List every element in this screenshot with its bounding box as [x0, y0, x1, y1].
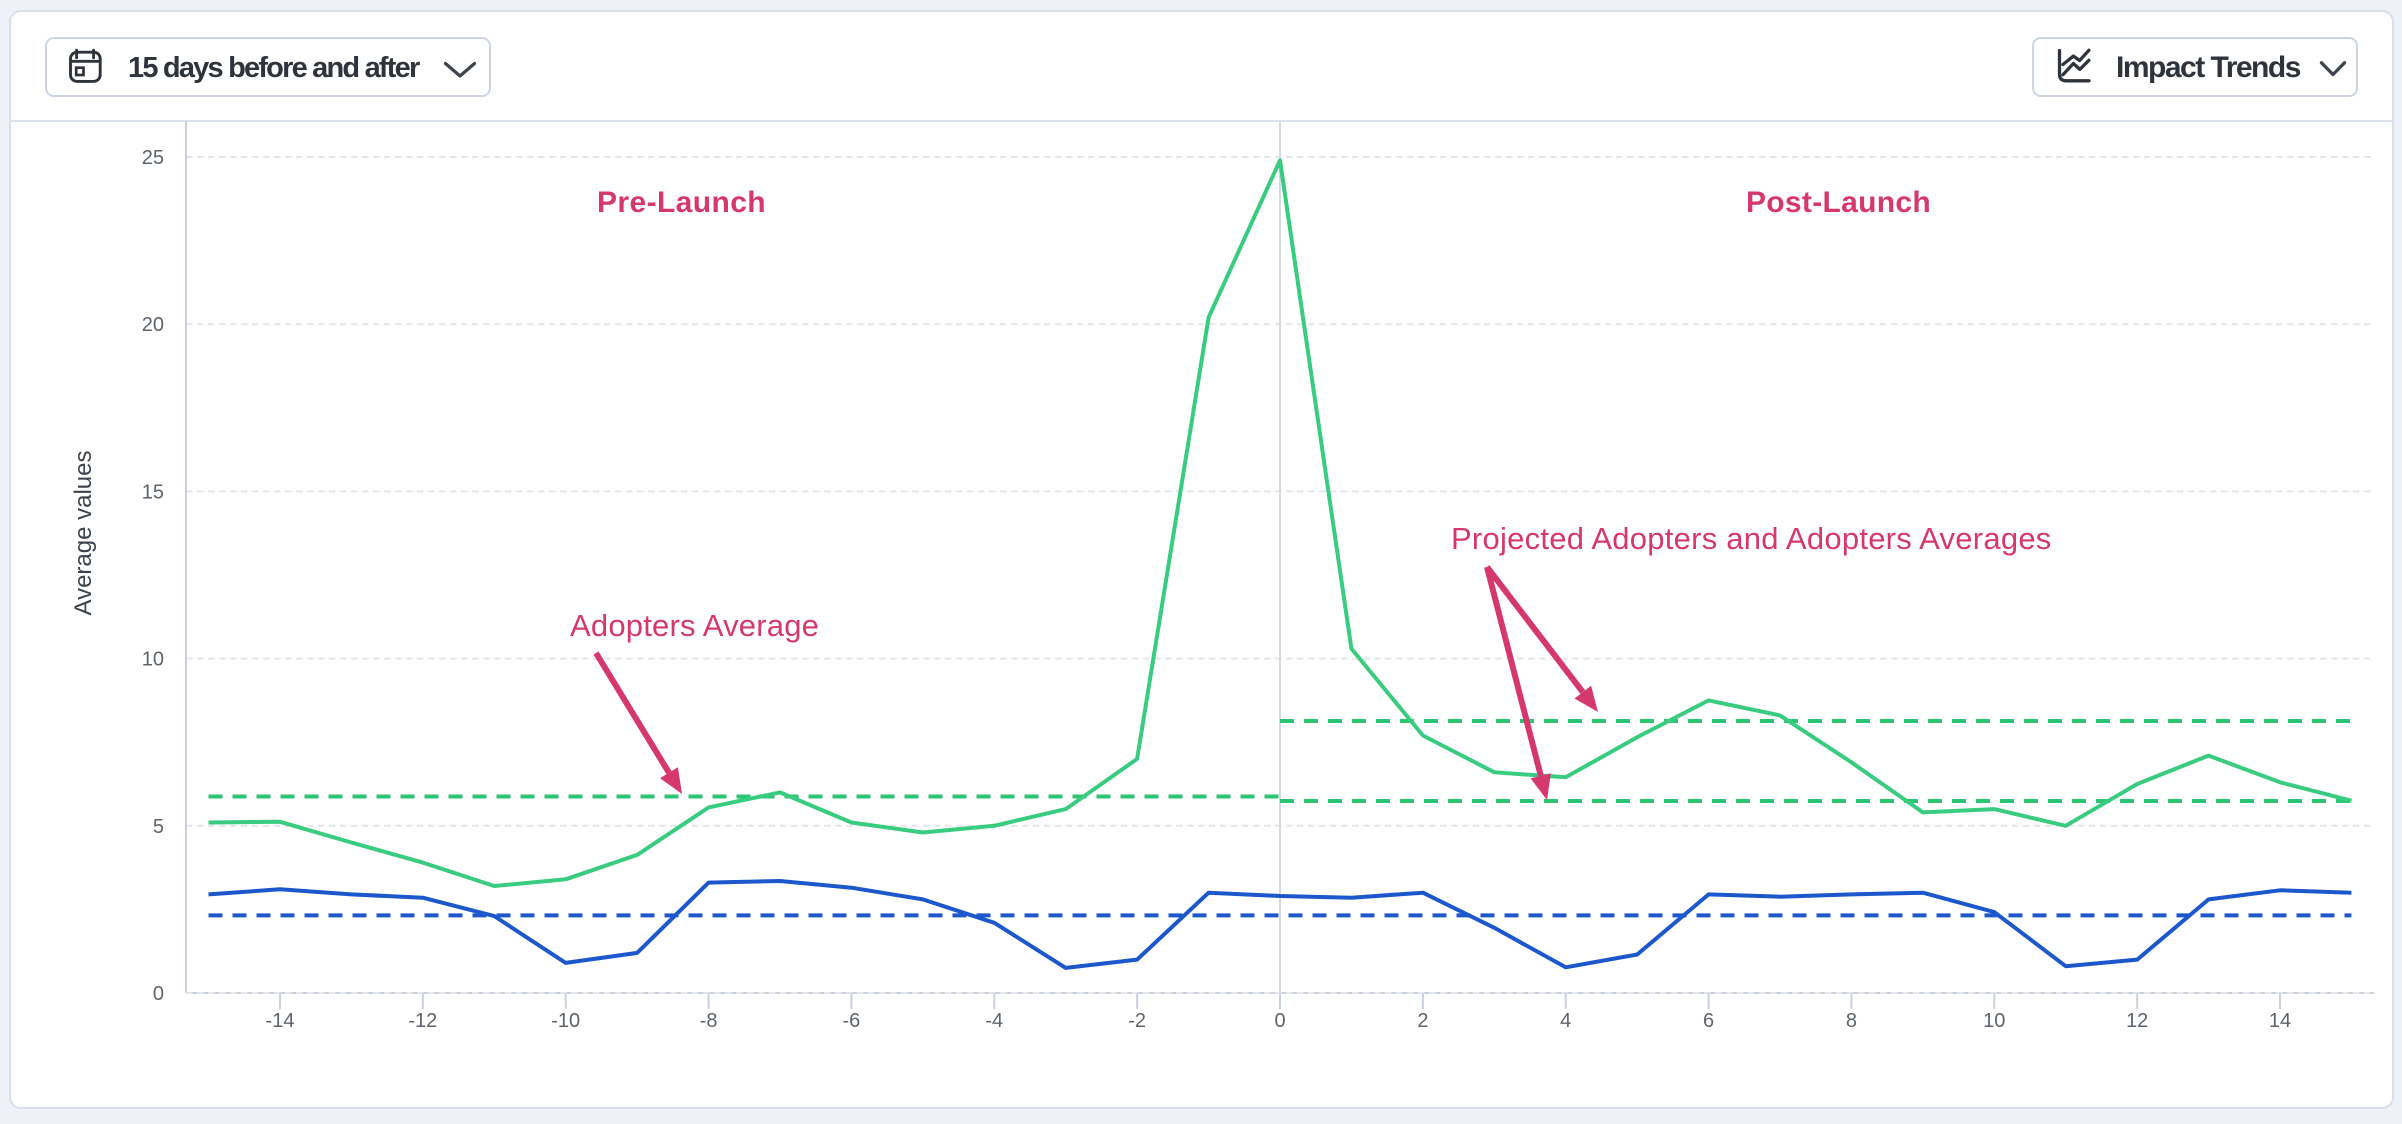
- svg-text:-14: -14: [266, 1010, 295, 1032]
- svg-text:-12: -12: [408, 1010, 437, 1032]
- svg-text:20: 20: [142, 314, 164, 336]
- svg-text:4: 4: [1560, 1010, 1571, 1032]
- svg-text:0: 0: [153, 983, 164, 1005]
- svg-text:25: 25: [142, 147, 164, 169]
- svg-text:-6: -6: [843, 1010, 861, 1032]
- svg-text:Average values: Average values: [70, 451, 97, 616]
- svg-text:2: 2: [1417, 1010, 1428, 1032]
- svg-text:12: 12: [2126, 1010, 2148, 1032]
- svg-text:-8: -8: [700, 1010, 718, 1032]
- svg-text:5: 5: [153, 816, 164, 838]
- svg-text:10: 10: [142, 649, 164, 671]
- svg-text:-2: -2: [1128, 1010, 1146, 1032]
- svg-text:10: 10: [1983, 1010, 2005, 1032]
- svg-text:6: 6: [1703, 1010, 1714, 1032]
- svg-text:0: 0: [1274, 1010, 1285, 1032]
- svg-text:Pre-Launch: Pre-Launch: [597, 186, 766, 219]
- svg-text:Adopters Average: Adopters Average: [570, 608, 819, 643]
- svg-text:8: 8: [1846, 1010, 1857, 1032]
- svg-text:Post-Launch: Post-Launch: [1746, 186, 1931, 219]
- svg-text:14: 14: [2269, 1010, 2291, 1032]
- svg-text:Projected Adopters and Adopter: Projected Adopters and Adopters Averages: [1451, 521, 2052, 556]
- svg-text:15: 15: [142, 481, 164, 503]
- svg-text:-4: -4: [985, 1010, 1003, 1032]
- svg-text:-10: -10: [551, 1010, 580, 1032]
